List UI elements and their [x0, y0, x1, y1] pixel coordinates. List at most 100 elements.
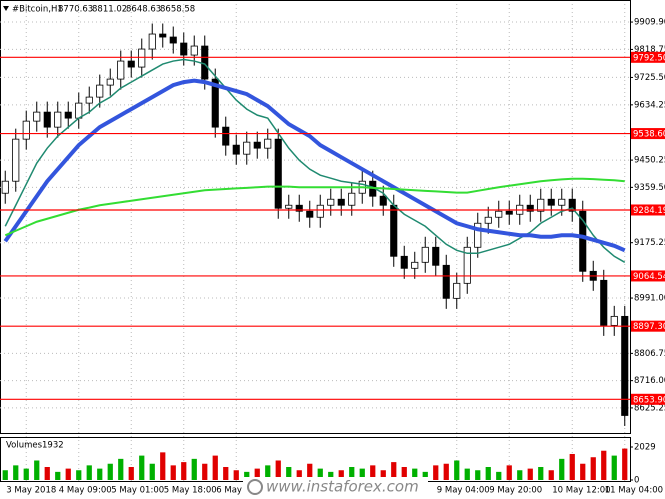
candle-body	[54, 111, 62, 128]
candle-body	[421, 246, 429, 263]
level-label-box	[631, 204, 665, 216]
ohlc-value: 8770.63	[58, 5, 93, 15]
level-label: 9792.50	[633, 53, 665, 63]
watermark-background	[243, 477, 428, 497]
moving-average	[3, 78, 626, 253]
ohlc-value: 8648.63	[126, 5, 161, 15]
candle-body	[547, 198, 555, 206]
price-panel-frame	[0, 0, 631, 434]
candle-body	[432, 246, 440, 266]
level-label-box	[631, 51, 665, 63]
volume-last-value: 1932	[42, 441, 64, 451]
candle-body	[610, 315, 618, 326]
candle-body	[180, 42, 188, 56]
x-tick-label: 3 May 2018	[6, 486, 56, 496]
candle-body	[1, 180, 9, 194]
candle-body	[106, 78, 114, 86]
level-label-box	[631, 393, 665, 405]
level-label: 8897.30	[633, 322, 665, 332]
candle-body	[495, 210, 503, 218]
level-label: 9064.54	[633, 272, 665, 282]
moving-average	[4, 58, 626, 263]
ohlc-value: 8811.02	[92, 5, 127, 15]
x-tick-label: 6 May 12:00	[216, 486, 269, 496]
candle-body	[285, 204, 293, 209]
y-tick-label: 9175.25	[634, 238, 665, 248]
level-label-box	[631, 128, 665, 140]
level-label-box	[631, 270, 665, 282]
candle-body	[43, 111, 51, 128]
candle-body	[12, 138, 20, 182]
symbol: #Bitcoin,H1	[12, 5, 63, 15]
candle-body	[22, 120, 30, 140]
y-tick-label: 2029	[634, 443, 656, 453]
candle-body	[558, 198, 566, 206]
candle-body	[117, 60, 125, 80]
candle-body	[526, 204, 534, 212]
candle-body	[621, 315, 629, 416]
candle-body	[159, 33, 167, 38]
candle-body	[274, 138, 282, 209]
candle-body	[474, 222, 482, 248]
candle-body	[337, 198, 345, 206]
candle-body	[537, 198, 545, 212]
candle-body	[348, 192, 356, 206]
candle-body	[411, 261, 419, 269]
candle-body	[316, 204, 324, 218]
y-tick-label: 9634.25	[634, 100, 665, 110]
watermark-logo	[247, 479, 263, 495]
candle-body	[138, 48, 146, 68]
level-label-box	[631, 320, 665, 332]
x-tick-label: 11 May 04:00	[605, 486, 663, 496]
candle-body	[568, 198, 576, 212]
moving-average	[4, 177, 625, 237]
candle-body	[306, 210, 314, 218]
ohlc-value: 8658.58	[160, 5, 195, 15]
candle-body	[75, 102, 83, 119]
candle-body	[600, 279, 608, 326]
candle-body	[484, 216, 492, 224]
y-tick-label: 9818.75	[634, 45, 665, 55]
candle-body	[505, 210, 513, 215]
candle-body	[264, 138, 272, 149]
candle-body	[453, 282, 461, 299]
candle-body	[243, 141, 251, 155]
level-label: 9284.19	[633, 206, 665, 216]
x-tick-label: 9 May 04:00	[437, 486, 490, 496]
x-tick-label: 10 May 12:00	[552, 486, 610, 496]
collapse-icon	[3, 6, 9, 11]
volume-title: Volumes	[6, 441, 43, 451]
x-tick-label: 5 May 18:00	[164, 486, 217, 496]
candle-body	[96, 84, 104, 98]
y-tick-label: 9725.50	[634, 73, 665, 83]
candle-body	[33, 111, 41, 122]
y-tick-label: 9909.90	[634, 18, 665, 28]
x-tick-label: 4 May 09:00	[59, 486, 112, 496]
candle-body	[169, 36, 177, 44]
candle-body	[442, 264, 450, 299]
candle-body	[327, 198, 335, 206]
candle-body	[190, 45, 198, 56]
watermark: www.instaforex.com	[266, 478, 419, 496]
candle-body	[400, 255, 408, 269]
level-label: 9538.60	[633, 130, 665, 140]
y-tick-label: 8806.75	[634, 349, 665, 359]
y-tick-label: 9359.50	[634, 183, 665, 193]
candle-body	[390, 204, 398, 257]
x-tick-label: 9 May 20:00	[489, 486, 542, 496]
candle-body	[85, 96, 93, 104]
candle-body	[295, 204, 303, 212]
candle-body	[232, 144, 240, 155]
candle-body	[148, 33, 156, 50]
candle-body	[253, 141, 261, 149]
x-tick-label: 5 May 01:00	[111, 486, 164, 496]
candle-body	[463, 246, 471, 284]
level-label: 8653.90	[633, 395, 665, 405]
candle-body	[379, 195, 387, 206]
candle-body	[579, 210, 587, 272]
candle-body	[201, 45, 209, 80]
y-tick-label: 0	[634, 476, 639, 486]
candle-body	[222, 126, 230, 146]
y-tick-label: 8991.00	[634, 294, 665, 304]
